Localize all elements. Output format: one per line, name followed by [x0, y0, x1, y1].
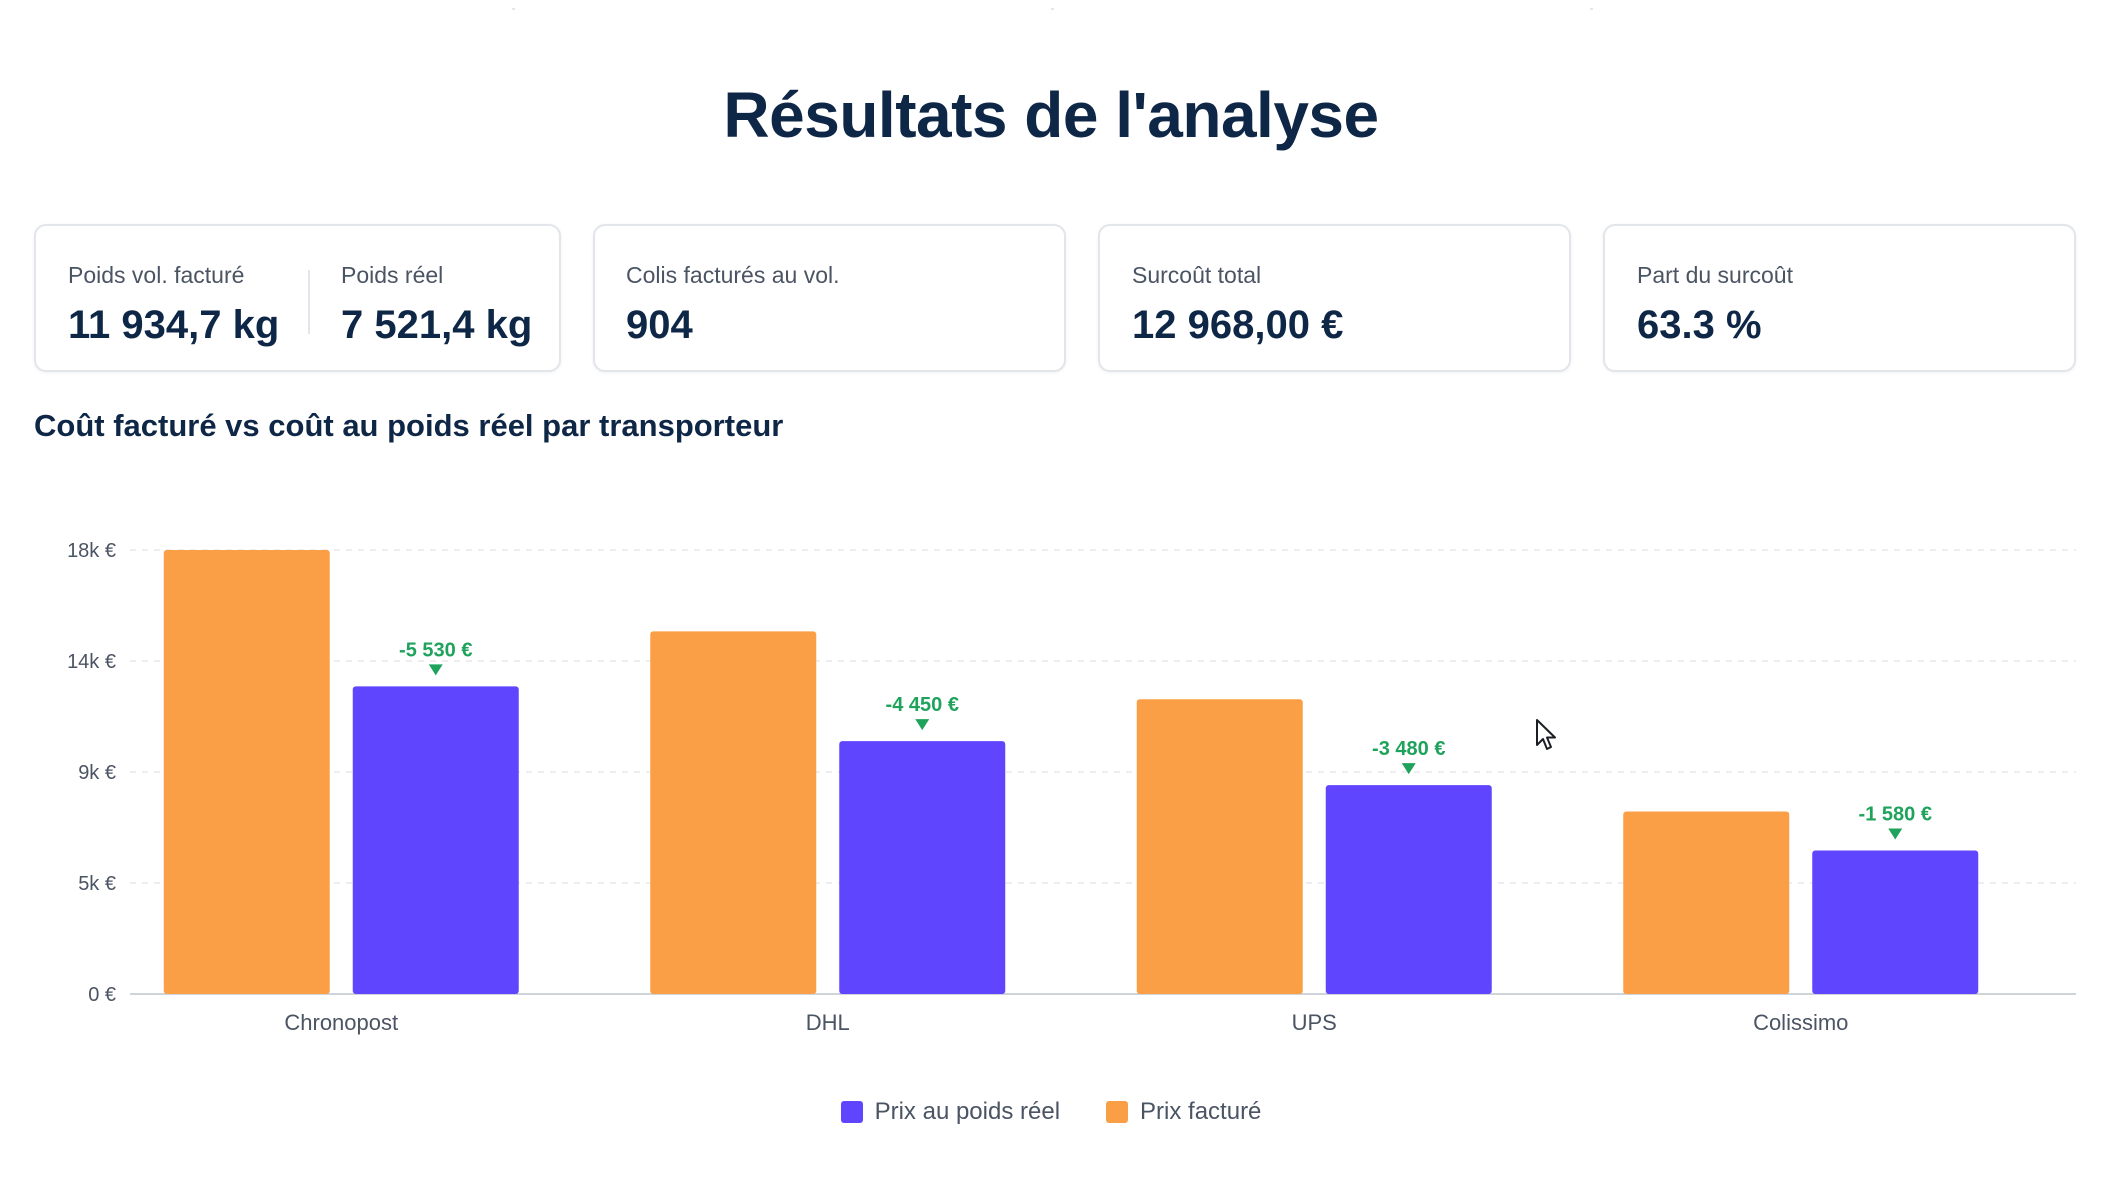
bar-chart: 0 € 5k € 9k € 14k € 18k € -5 530 € Chronopost…	[67, 540, 2076, 1035]
bar-billed-price	[1136, 699, 1303, 994]
difference-label: -5 530 €	[399, 639, 472, 661]
down-arrow-icon	[1888, 828, 1903, 840]
legend-swatch-billed-price	[1106, 1101, 1129, 1123]
share-label: Part du surcoût	[1637, 262, 1793, 288]
legend-label-real-price: Prix au poids réel	[874, 1098, 1061, 1125]
real-weight-value: 7 521,4 kg	[341, 303, 533, 347]
difference-label: -3 480 €	[1372, 738, 1445, 760]
legend-item-billed-price[interactable]: Prix facturé	[1106, 1098, 1261, 1126]
legend-label-billed-price: Prix facturé	[1140, 1098, 1262, 1125]
mouse-cursor-icon	[1536, 719, 1556, 750]
real-weight-label: Poids réel	[341, 262, 444, 288]
card-divider	[308, 270, 310, 334]
bar-billed-price	[163, 550, 330, 994]
billed-weight-label: Poids vol. facturé	[68, 262, 245, 288]
bar-real-price	[352, 686, 519, 994]
surcharge-card: Surcoût total 12 968,00 €	[1098, 224, 1571, 372]
surcharge-metric: Surcoût total 12 968,00 €	[1132, 262, 1343, 348]
bar-billed-price	[650, 631, 817, 994]
parcels-label: Colis facturés au vol.	[626, 262, 840, 288]
parcels-value: 904	[626, 303, 693, 347]
y-tick-label: 5k €	[78, 873, 116, 895]
share-card: Part du surcoût 63.3 %	[1603, 224, 2076, 372]
parcels-card: Colis facturés au vol. 904	[593, 224, 1066, 372]
difference-label: -1 580 €	[1859, 803, 1932, 825]
y-tick-label: 0 €	[88, 984, 116, 1006]
y-tick-label: 9k €	[78, 762, 116, 784]
legend-swatch-real-price	[840, 1101, 863, 1123]
x-tick-label: Chronopost	[284, 1010, 398, 1035]
top-edge-markers	[0, 8, 2102, 10]
legend-item-real-price[interactable]: Prix au poids réel	[840, 1098, 1061, 1126]
page-title: Résultats de l'analyse	[723, 79, 1379, 151]
share-metric: Part du surcoût 63.3 %	[1637, 262, 1793, 348]
y-tick-label: 14k €	[67, 651, 116, 673]
bar-billed-price	[1623, 811, 1790, 994]
x-tick-label: UPS	[1292, 1010, 1337, 1035]
x-tick-label: Colissimo	[1753, 1010, 1848, 1035]
chart-title: Coût facturé vs coût au poids réel par t…	[34, 408, 784, 443]
billed-weight-metric: Poids vol. facturé 11 934,7 kg	[68, 262, 279, 348]
top-edge-marker	[1590, 8, 1593, 10]
down-arrow-icon	[1401, 763, 1416, 775]
bar-real-price	[1325, 785, 1492, 994]
bar-real-price	[1812, 850, 1979, 994]
bar-real-price	[839, 741, 1006, 994]
billed-weight-value: 11 934,7 kg	[68, 303, 280, 347]
real-weight-metric: Poids réel 7 521,4 kg	[341, 262, 532, 348]
down-arrow-icon	[915, 719, 930, 731]
weights-card: Poids vol. facturé 11 934,7 kg Poids rée…	[34, 224, 561, 372]
top-edge-marker	[512, 8, 515, 10]
chart-legend: Prix au poids réel Prix facturé	[0, 1098, 2102, 1126]
y-tick-label: 18k €	[67, 540, 116, 562]
surcharge-value: 12 968,00 €	[1132, 303, 1344, 347]
top-edge-marker	[1051, 8, 1054, 10]
down-arrow-icon	[428, 664, 443, 676]
parcels-metric: Colis facturés au vol. 904	[626, 262, 839, 348]
x-tick-label: DHL	[806, 1010, 850, 1035]
surcharge-label: Surcoût total	[1132, 262, 1262, 288]
share-value: 63.3 %	[1637, 303, 1762, 347]
difference-label: -4 450 €	[886, 694, 959, 716]
